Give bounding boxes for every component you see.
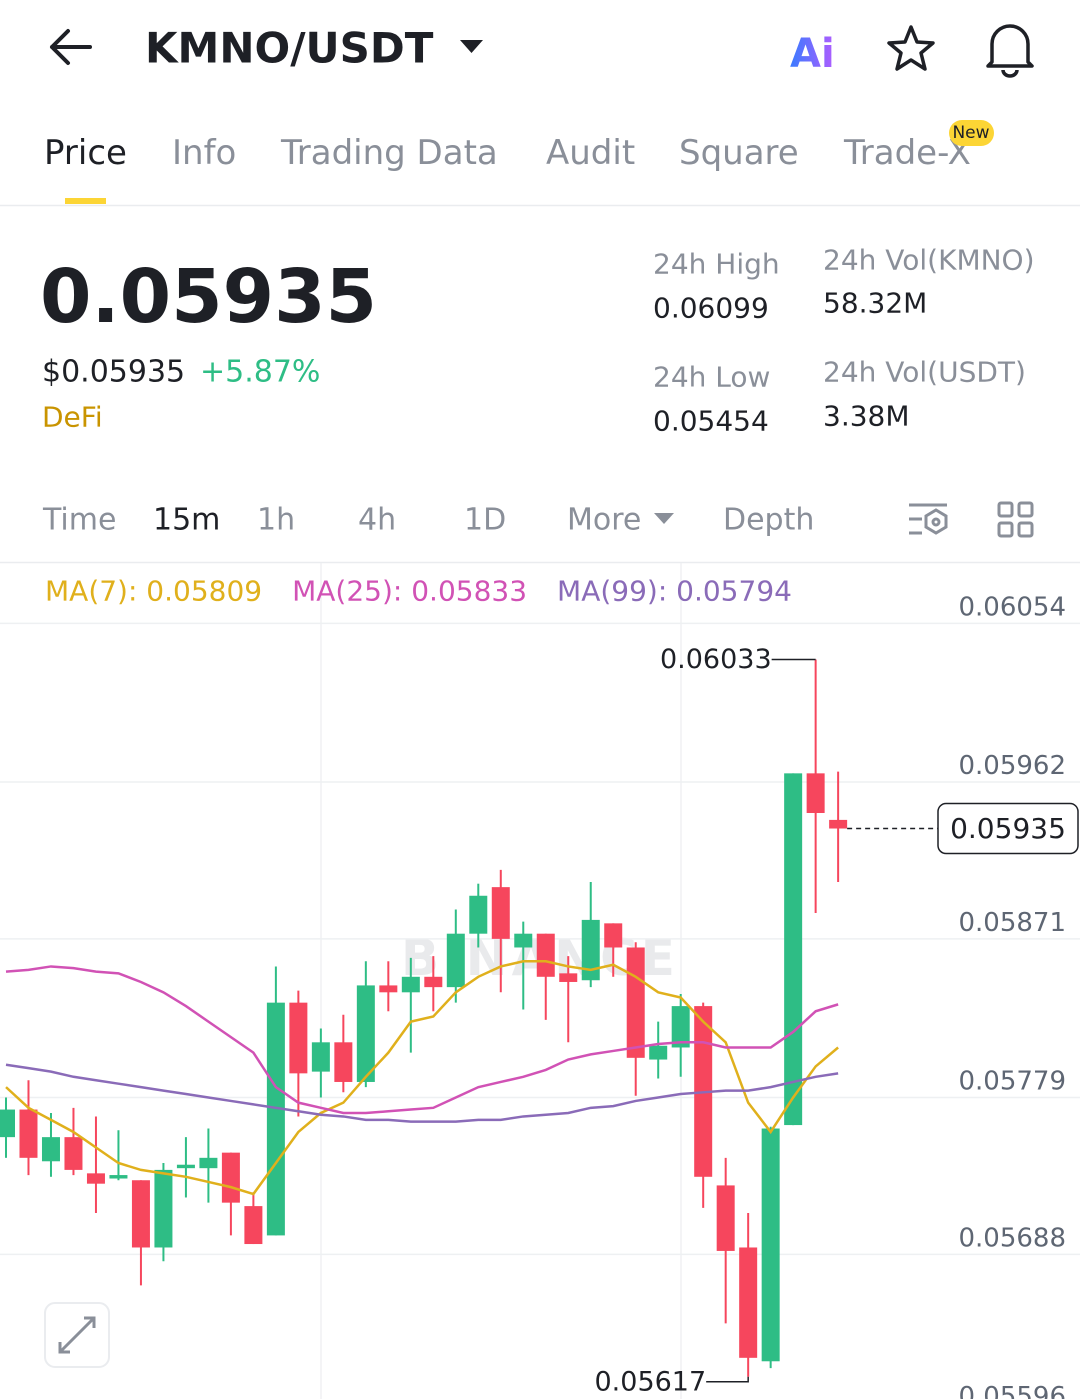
- candle-body: [64, 1137, 83, 1170]
- sector-tag[interactable]: DeFi: [42, 401, 103, 434]
- stat-label: 24h High: [653, 248, 780, 281]
- tab-indicator: [65, 198, 106, 204]
- fiat-price: $0.05935: [42, 355, 185, 390]
- stat-value: 3.38M: [823, 400, 910, 433]
- y-tick-label: 0.05779: [958, 1066, 1066, 1096]
- layout-button[interactable]: [997, 501, 1034, 538]
- alert-button[interactable]: [986, 24, 1034, 78]
- candle-body: [761, 1128, 780, 1362]
- new-badge-bg: [949, 120, 994, 146]
- moving-average: [5, 960, 839, 1196]
- last-price: 0.05935: [40, 254, 377, 340]
- candle-body: [536, 933, 555, 977]
- candlestick-chart: 0.06054 0.05962 0.05871 0.05779 0.05688 0.055…: [0, 575, 1080, 1399]
- candle-body: [379, 985, 398, 993]
- candle-body: [784, 773, 803, 1126]
- candle-body: [311, 1042, 330, 1072]
- candle-body: [469, 895, 488, 934]
- candle-body: [356, 985, 375, 1082]
- candle-body: [19, 1109, 38, 1158]
- ma-legend: MA(25): 0.05833: [292, 575, 527, 608]
- candle-body: [221, 1152, 240, 1203]
- tab[interactable]: Square: [679, 133, 799, 173]
- candle-body: [806, 773, 825, 813]
- tab[interactable]: Info: [172, 133, 236, 173]
- candle-body: [86, 1173, 105, 1184]
- expand-button[interactable]: [44, 1302, 110, 1368]
- candle-body: [649, 1045, 668, 1060]
- current-price-label: 0.05935: [950, 812, 1066, 845]
- tab[interactable]: Price: [44, 133, 127, 173]
- candle-body: [244, 1206, 263, 1245]
- new-badge: New: [952, 123, 989, 143]
- candle-body: [491, 887, 510, 939]
- tab[interactable]: Trading Data: [280, 133, 498, 173]
- candle-body: [604, 923, 623, 948]
- y-tick-label: 0.06054: [958, 592, 1066, 622]
- candle-body: [829, 819, 848, 829]
- tab[interactable]: Audit: [546, 133, 635, 173]
- candle-body: [581, 919, 600, 981]
- back-button[interactable]: [50, 29, 92, 65]
- stat-label: 24h Vol(USDT): [823, 356, 1026, 389]
- ai-button[interactable]: Ai: [790, 31, 835, 77]
- high-label: 0.06033: [660, 644, 772, 675]
- y-tick-label: 0.05688: [958, 1223, 1066, 1253]
- tab[interactable]: Trade-X: [843, 133, 971, 173]
- stat-label: 24h Low: [653, 361, 770, 394]
- low-marker: [706, 1376, 749, 1383]
- price-change: +5.87%: [200, 355, 320, 390]
- candle-body: [154, 1169, 173, 1248]
- candle-body: [266, 1002, 285, 1236]
- interval[interactable]: 15m: [153, 503, 220, 538]
- pair-dropdown[interactable]: [460, 40, 483, 53]
- candle-body: [514, 933, 533, 948]
- candle-body: [716, 1185, 735, 1251]
- indicator-settings[interactable]: [909, 503, 948, 535]
- stat-label: 24h Vol(KMNO): [823, 244, 1035, 277]
- interval[interactable]: 4h: [358, 503, 396, 538]
- ma-legend: MA(99): 0.05794: [557, 575, 792, 608]
- candle-body: [131, 1180, 150, 1248]
- interval[interactable]: 1D: [464, 503, 506, 538]
- candle-body: [424, 976, 443, 988]
- candle-body: [559, 973, 578, 982]
- candle-body: [671, 1006, 690, 1048]
- stat-value: 0.05454: [653, 405, 769, 438]
- candle-body: [289, 1002, 308, 1074]
- candle-body: [334, 1042, 353, 1082]
- stat-value: 0.06099: [653, 292, 769, 325]
- interval[interactable]: Time: [42, 503, 116, 538]
- candle-body: [41, 1137, 60, 1162]
- candle-body: [176, 1164, 195, 1169]
- candle-body: [109, 1175, 128, 1179]
- ma-legend: MA(7): 0.05809: [45, 575, 262, 608]
- interval[interactable]: More: [567, 503, 641, 538]
- y-tick-label: 0.05596: [958, 1382, 1066, 1399]
- interval[interactable]: Depth: [723, 503, 814, 538]
- price-box: [937, 802, 1079, 855]
- candle-body: [0, 1109, 15, 1138]
- candle-body: [401, 976, 420, 993]
- y-tick-label: 0.05871: [958, 908, 1066, 938]
- candle-body: [739, 1247, 758, 1358]
- candle-body: [446, 933, 465, 988]
- interval[interactable]: 1h: [257, 503, 295, 538]
- moving-average: [5, 1063, 839, 1123]
- moving-average: [5, 965, 839, 1115]
- y-tick-label: 0.05962: [958, 751, 1066, 781]
- candle-body: [626, 947, 645, 1058]
- favorite-button[interactable]: [887, 25, 935, 71]
- candle-body: [199, 1157, 218, 1169]
- pair-title[interactable]: KMNO/USDT: [145, 24, 434, 73]
- more-dropdown[interactable]: [654, 513, 674, 524]
- stat-value: 58.32M: [823, 287, 927, 320]
- low-label: 0.05617: [595, 1366, 707, 1397]
